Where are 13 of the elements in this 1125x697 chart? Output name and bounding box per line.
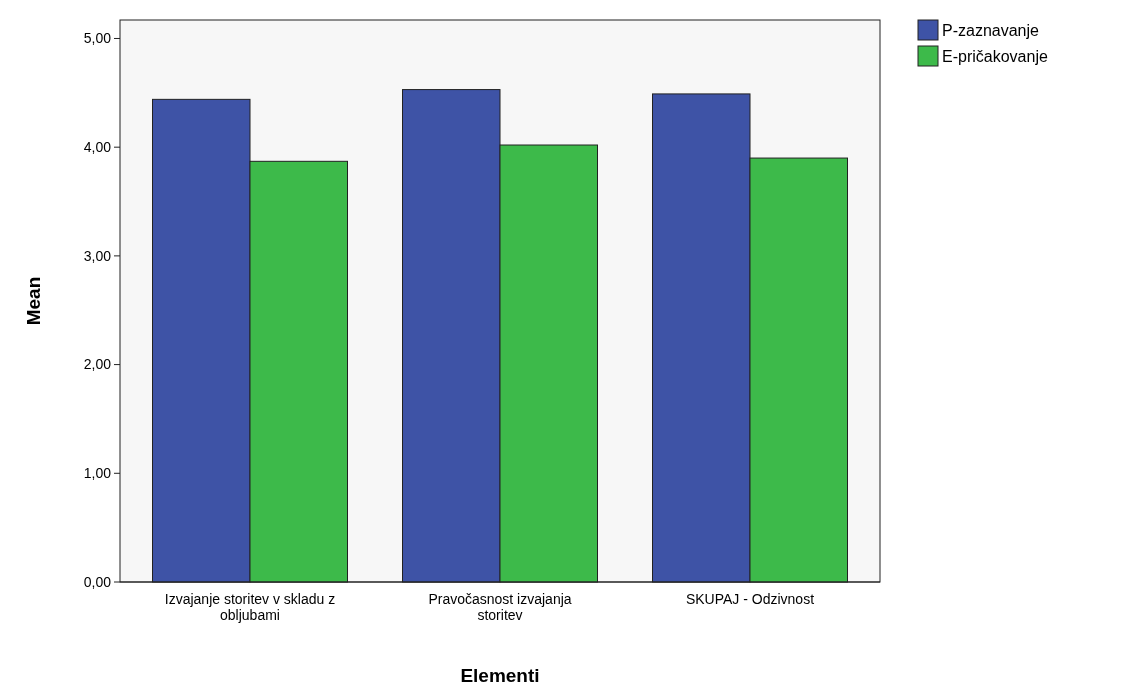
y-tick-label: 4,00 bbox=[83, 139, 112, 156]
x-tick-label: Pravočasnost izvajanja storitev bbox=[428, 591, 572, 623]
legend-label: E-pričakovanje bbox=[942, 47, 1048, 65]
y-tick-label: 3,00 bbox=[83, 247, 112, 264]
y-tick-label: 5,00 bbox=[83, 30, 112, 47]
x-tick-label: SKUPAJ - Odzivnost bbox=[685, 591, 815, 607]
y-tick-label: 0,00 bbox=[83, 573, 112, 590]
x-tick-label: Izvajanje storitev v skladu z obljubami bbox=[164, 591, 336, 623]
x-axis-title: Elementi bbox=[460, 665, 540, 686]
y-tick-label: 2,00 bbox=[83, 356, 112, 373]
legend-label: P-zaznavanje bbox=[942, 21, 1040, 39]
y-tick-label: 1,00 bbox=[83, 465, 112, 482]
y-axis-title: Mean bbox=[23, 276, 44, 326]
